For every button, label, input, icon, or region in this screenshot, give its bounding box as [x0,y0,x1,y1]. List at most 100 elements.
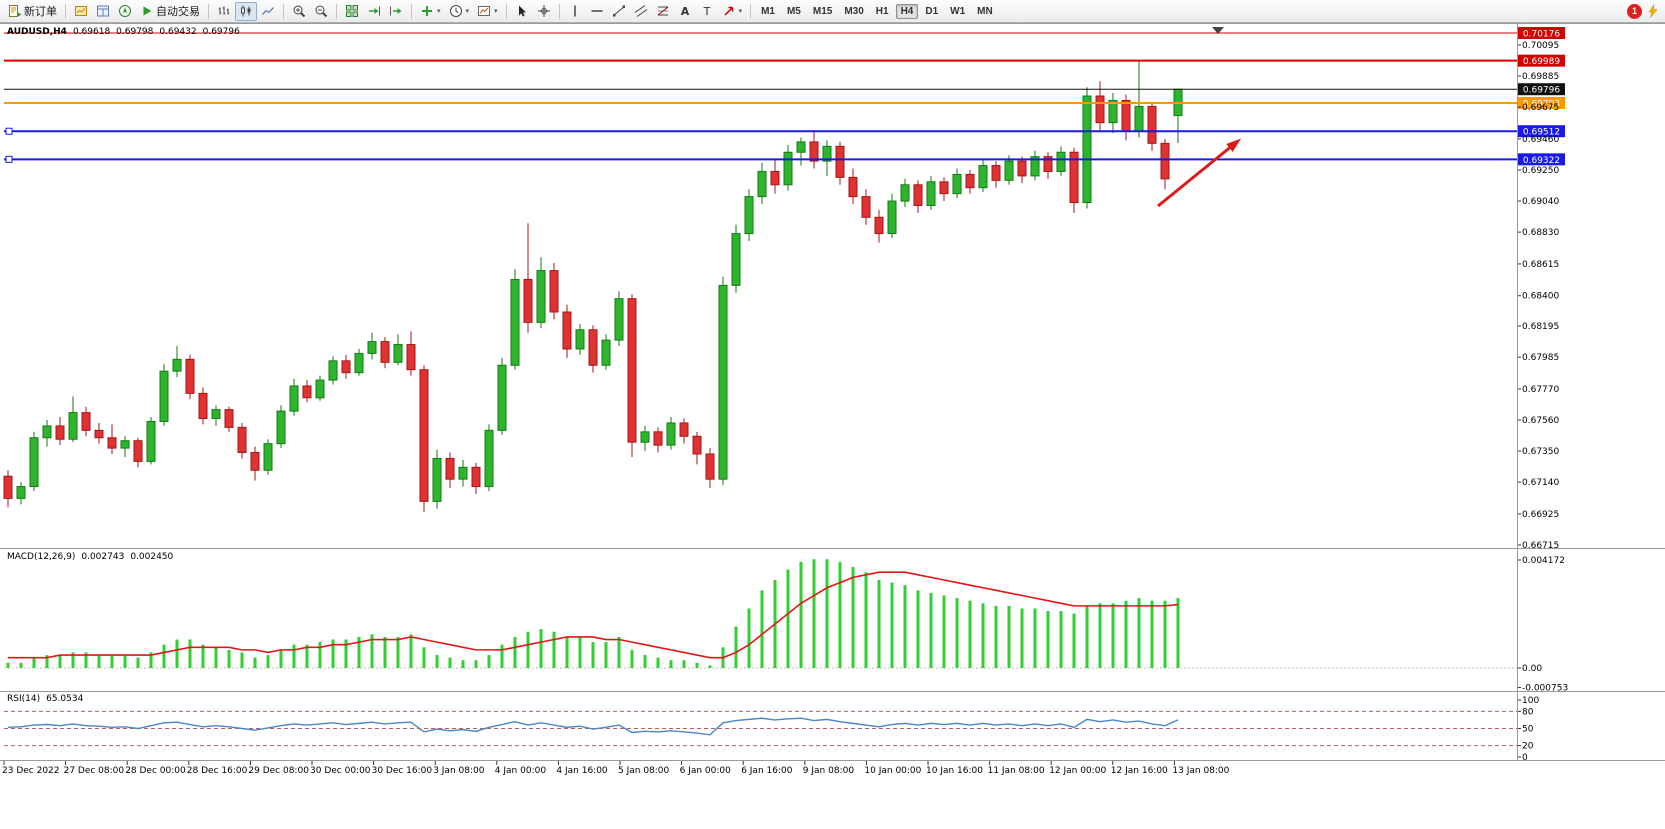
notification-badge[interactable]: 1 [1627,3,1642,19]
templates-button[interactable]: ▾ [473,2,502,21]
auto-scroll-button[interactable] [363,2,385,21]
label-button[interactable]: T [696,2,718,21]
toolbar-separator [558,3,560,19]
candle-body [146,420,156,462]
macd-histogram-bar [890,582,894,668]
candlestick-button[interactable] [235,1,257,21]
data-window-button[interactable] [92,2,114,21]
vertical-line-button[interactable] [564,2,586,21]
market-watch-button[interactable] [70,2,92,21]
macd-histogram-bar [383,636,387,668]
candle-body [16,486,26,499]
tile-windows-button[interactable] [341,2,363,21]
macd-histogram-bar [656,657,660,668]
zoom-in-button[interactable] [288,2,310,21]
timeframe-m5-button[interactable]: M5 [786,5,801,17]
candle-body [1004,160,1014,181]
candle-body [172,358,182,372]
lightning-icon[interactable] [1647,4,1659,18]
macd-tick-label: -0.000753 [1522,683,1568,693]
bar-chart-button[interactable] [213,2,235,21]
autotrading-button[interactable]: 自动交易 [136,2,204,21]
time-tick-label: 11 Jan 08:00 [988,766,1045,776]
arrows-button[interactable]: ▾ [718,2,747,21]
indicators-button[interactable]: ▾ [416,2,445,21]
candle-body [926,181,936,206]
candle-body [1056,151,1066,172]
timeframe-h4-button[interactable]: H4 [895,3,919,19]
line-chart-button[interactable] [257,2,279,21]
price-level-badge [1518,125,1565,138]
time-tick-label: 6 Jan 16:00 [741,766,793,776]
time-tick-label: 27 Dec 08:00 [64,766,125,776]
trendline-button[interactable] [608,2,630,21]
fibonacci-button[interactable] [652,2,674,21]
dropdown-caret-icon: ▾ [738,8,743,15]
chart-shift-marker[interactable] [1212,27,1224,34]
timeframe-h1-button[interactable]: H1 [875,5,889,17]
time-tick-label: 29 Dec 08:00 [248,766,309,776]
new-order-button[interactable]: 新订单 [4,2,61,21]
candle-body [770,170,780,186]
macd-histogram-bar [513,636,517,668]
candle-body [445,457,455,480]
navigator-button[interactable] [114,2,136,21]
macd-histogram-bar [500,644,504,668]
timeframe-mn-button[interactable]: MN [977,5,993,17]
line-handle[interactable] [5,127,13,135]
candle-body [1134,105,1144,133]
macd-histogram-bar [1111,603,1115,668]
macd-histogram-bar [1150,600,1154,668]
timeframe-m1-button[interactable]: M1 [761,5,775,17]
macd-histogram-bar [292,644,296,668]
candle-body [978,165,988,189]
macd-histogram-bar [201,644,205,668]
zoom-out-button[interactable] [310,2,332,21]
zoom-out-icon [314,4,328,18]
crosshair-button[interactable] [533,2,555,21]
svg-text:T: T [702,5,710,18]
line-handle[interactable] [5,155,13,163]
candle-body [653,431,663,446]
macd-histogram-bar [643,655,647,668]
candle-body [510,278,520,366]
chart-shift-button[interactable] [385,2,407,21]
macd-histogram-bar [591,642,595,668]
rsi-tick-label: 50 [1522,725,1534,735]
price-tick-label: 0.67770 [1522,385,1559,395]
horizontal-line-button[interactable] [586,2,608,21]
macd-histogram-bar [240,652,244,668]
channel-button[interactable] [630,2,652,21]
trend-arrow-line[interactable] [1157,139,1239,208]
dropdown-caret-icon: ▾ [465,8,470,15]
text-button[interactable]: A [674,2,696,21]
macd-histogram-bar [526,631,530,668]
cursor-button[interactable] [511,2,533,21]
macd-signal-line [8,571,1179,659]
macd-histogram-bar [279,649,283,668]
macd-histogram-bar [942,595,946,668]
toolbar-separator [336,3,337,19]
macd-histogram-bar [162,644,166,668]
trend-arrow-head[interactable] [1226,138,1242,152]
time-tick-label: 12 Jan 16:00 [1111,766,1168,776]
candle-body [458,466,468,480]
macd-tick-label: 0.004172 [1522,556,1565,566]
price-tick-label: 0.66925 [1522,510,1559,520]
toolbar-separator [208,3,209,19]
macd-histogram-bar [71,652,75,668]
timeframe-m15-button[interactable]: M15 [812,5,833,17]
periods-button[interactable]: ▾ [445,2,474,21]
candle-body [471,466,481,488]
timeframe-d1-button[interactable]: D1 [925,5,939,17]
macd-histogram-bar [305,644,309,668]
rsi-name: RSI(14) [7,694,41,704]
timeframe-m30-button[interactable]: M30 [844,5,864,17]
timeframe-w1-button[interactable]: W1 [950,5,966,17]
macd-histogram-bar [1085,605,1089,668]
vertical-line-icon [568,4,582,18]
candle-body [705,453,715,480]
macd-histogram-bar [487,655,491,668]
